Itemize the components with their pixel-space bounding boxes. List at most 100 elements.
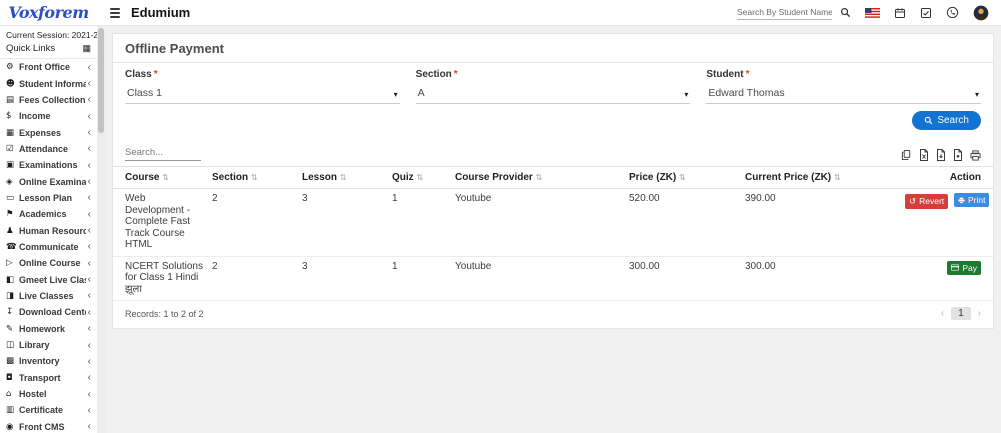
column-header-section[interactable]: Section ⇅ bbox=[208, 166, 298, 189]
calendar-icon[interactable] bbox=[894, 7, 906, 19]
sidebar-item-certificate[interactable]: ▥ Certificate ‹ bbox=[6, 404, 91, 416]
current-price-cell: 390.00 bbox=[741, 188, 901, 257]
sort-icon: ⇅ bbox=[416, 173, 424, 182]
sidebar-item-lesson-plan[interactable]: ▭ Lesson Plan ‹ bbox=[6, 192, 91, 204]
excel-export-icon[interactable] bbox=[919, 149, 929, 161]
sidebar-item-fees-collection[interactable]: ▤ Fees Collection ‹ bbox=[6, 94, 91, 106]
price-cell: 300.00 bbox=[625, 256, 741, 301]
sidebar-scrollbar[interactable] bbox=[97, 26, 105, 433]
current-session-label: Current Session: 2021-22 bbox=[6, 30, 97, 40]
filter-row: Class * Class 1 ▾ Section * A ▾ bbox=[113, 63, 993, 104]
chevron-down-icon: ▾ bbox=[975, 90, 980, 99]
pdf-export-icon[interactable] bbox=[953, 149, 963, 161]
offline-payment-card: Offline Payment Class * Class 1 ▾ Section… bbox=[112, 33, 994, 329]
front-office-icon: ⚙ bbox=[6, 62, 14, 73]
scrollbar-thumb[interactable] bbox=[98, 28, 104, 133]
student-select[interactable]: Edward Thomas ▾ bbox=[706, 80, 982, 104]
column-header-course-provider[interactable]: Course Provider ⇅ bbox=[451, 166, 625, 189]
column-header-course[interactable]: Course ⇅ bbox=[113, 166, 208, 189]
chevron-left-icon: ‹ bbox=[87, 78, 91, 90]
table-header-row: Course ⇅ Section ⇅ Lesson ⇅ Quiz ⇅ Cours… bbox=[113, 166, 993, 189]
column-header-current-price[interactable]: Current Price (ZK) ⇅ bbox=[741, 166, 901, 189]
sort-icon: ⇅ bbox=[250, 173, 258, 182]
sort-icon: ⇅ bbox=[339, 173, 347, 182]
search-button[interactable]: Search bbox=[912, 111, 981, 130]
sidebar-item-library[interactable]: ◫ Library ‹ bbox=[6, 339, 91, 351]
language-flag-icon[interactable] bbox=[865, 7, 880, 18]
sidebar-item-online-examinations[interactable]: ◈ Online Examinations ‹ bbox=[6, 176, 91, 188]
sidebar-item-gmeet-live-classes[interactable]: ◧ Gmeet Live Classes ‹ bbox=[6, 274, 91, 286]
print-icon[interactable] bbox=[970, 149, 981, 161]
sort-icon: ⇅ bbox=[679, 173, 686, 182]
search-button-row: Search bbox=[113, 104, 993, 134]
bus-icon: ◘ bbox=[6, 372, 13, 383]
whatsapp-icon[interactable] bbox=[946, 6, 959, 19]
search-icon bbox=[924, 116, 933, 125]
revert-button[interactable]: ↺ Revert bbox=[905, 193, 949, 209]
chevron-down-icon: ▾ bbox=[393, 90, 398, 99]
sidebar-item-human-resource[interactable]: ♟ Human Resource ‹ bbox=[6, 225, 91, 237]
exam-icon: ▣ bbox=[6, 160, 15, 171]
student-icon: ☻ bbox=[6, 78, 15, 89]
chevron-left-icon: ‹ bbox=[87, 306, 91, 318]
chevron-left-icon: ‹ bbox=[87, 372, 91, 384]
search-icon[interactable] bbox=[840, 7, 851, 18]
app-title: Edumium bbox=[131, 5, 191, 20]
sidebar-item-inventory[interactable]: ▩ Inventory ‹ bbox=[6, 355, 91, 367]
table-toolbar bbox=[113, 134, 993, 166]
print-button[interactable]: Print bbox=[953, 193, 990, 207]
sidebar: Current Session: 2021-22 Quick Links ▦ ⚙… bbox=[0, 26, 97, 433]
action-cell: ↺ Revert Print bbox=[901, 188, 993, 257]
student-search-input[interactable] bbox=[737, 5, 832, 20]
sidebar-item-hostel[interactable]: ⌂ Hostel ‹ bbox=[6, 388, 91, 400]
column-header-price[interactable]: Price (ZK) ⇅ bbox=[625, 166, 741, 189]
price-cell: 520.00 bbox=[625, 188, 741, 257]
online-exam-icon: ◈ bbox=[6, 176, 13, 187]
page-title: Offline Payment bbox=[113, 34, 993, 63]
sidebar-item-expenses[interactable]: ▦ Expenses ‹ bbox=[6, 127, 91, 139]
class-select[interactable]: Class 1 ▾ bbox=[125, 80, 400, 104]
pay-button[interactable]: Pay bbox=[947, 260, 981, 275]
logo-area[interactable]: Voxforem bbox=[0, 3, 97, 23]
sidebar-item-student-information[interactable]: ☻ Student Information ‹ bbox=[6, 78, 91, 90]
sidebar-item-income[interactable]: $ Income ‹ bbox=[6, 110, 91, 122]
copy-icon[interactable] bbox=[901, 149, 912, 161]
table-footer: Records: 1 to 2 of 2 ‹ 1 › bbox=[113, 301, 993, 328]
student-search bbox=[737, 5, 851, 20]
task-check-icon[interactable] bbox=[920, 7, 932, 19]
sidebar-item-front-cms[interactable]: ◉ Front CMS ‹ bbox=[6, 421, 91, 433]
sidebar-item-examinations[interactable]: ▣ Examinations ‹ bbox=[6, 159, 91, 171]
megaphone-icon: ☎ bbox=[6, 241, 17, 252]
required-mark: * bbox=[153, 69, 158, 80]
table-search-input[interactable] bbox=[125, 145, 201, 161]
sidebar-item-homework[interactable]: ✎ Homework ‹ bbox=[6, 323, 91, 335]
pagination-prev[interactable]: ‹ bbox=[940, 308, 945, 319]
sidebar-item-download-center[interactable]: ↧ Download Center ‹ bbox=[6, 306, 91, 318]
sidebar-item-front-office[interactable]: ⚙ Front Office ‹ bbox=[6, 61, 91, 73]
user-avatar-icon[interactable] bbox=[973, 5, 989, 21]
sidebar-item-transport[interactable]: ◘ Transport ‹ bbox=[6, 372, 91, 384]
video-camera-icon: ◨ bbox=[6, 290, 15, 301]
column-header-quiz[interactable]: Quiz ⇅ bbox=[388, 166, 451, 189]
hamburger-menu-icon[interactable] bbox=[110, 7, 120, 18]
class-select-value: Class 1 bbox=[127, 87, 163, 99]
sidebar-item-communicate[interactable]: ☎ Communicate ‹ bbox=[6, 241, 91, 253]
export-icons bbox=[901, 149, 981, 161]
chevron-left-icon: ‹ bbox=[87, 225, 91, 237]
quick-links[interactable]: Quick Links ▦ bbox=[0, 41, 97, 59]
column-header-lesson[interactable]: Lesson ⇅ bbox=[298, 166, 388, 189]
lesson-cell: 3 bbox=[298, 256, 388, 301]
sidebar-item-attendance[interactable]: ☑ Attendance ‹ bbox=[6, 143, 91, 155]
dollar-icon: $ bbox=[6, 111, 12, 122]
sidebar-item-live-classes[interactable]: ◨ Live Classes ‹ bbox=[6, 290, 91, 302]
printer-icon bbox=[958, 197, 965, 204]
pagination-page-1[interactable]: 1 bbox=[951, 307, 971, 320]
sidebar-item-academics[interactable]: ⚑ Academics ‹ bbox=[6, 208, 91, 220]
sidebar-item-online-course[interactable]: ▷ Online Course ‹ bbox=[6, 257, 91, 269]
pagination-next[interactable]: › bbox=[977, 308, 981, 319]
provider-cell: Youtube bbox=[451, 256, 625, 301]
online-course-icon: ▷ bbox=[6, 258, 13, 269]
csv-export-icon[interactable] bbox=[936, 149, 946, 161]
section-select[interactable]: A ▾ bbox=[415, 80, 691, 104]
pagination: ‹ 1 › bbox=[941, 307, 981, 320]
